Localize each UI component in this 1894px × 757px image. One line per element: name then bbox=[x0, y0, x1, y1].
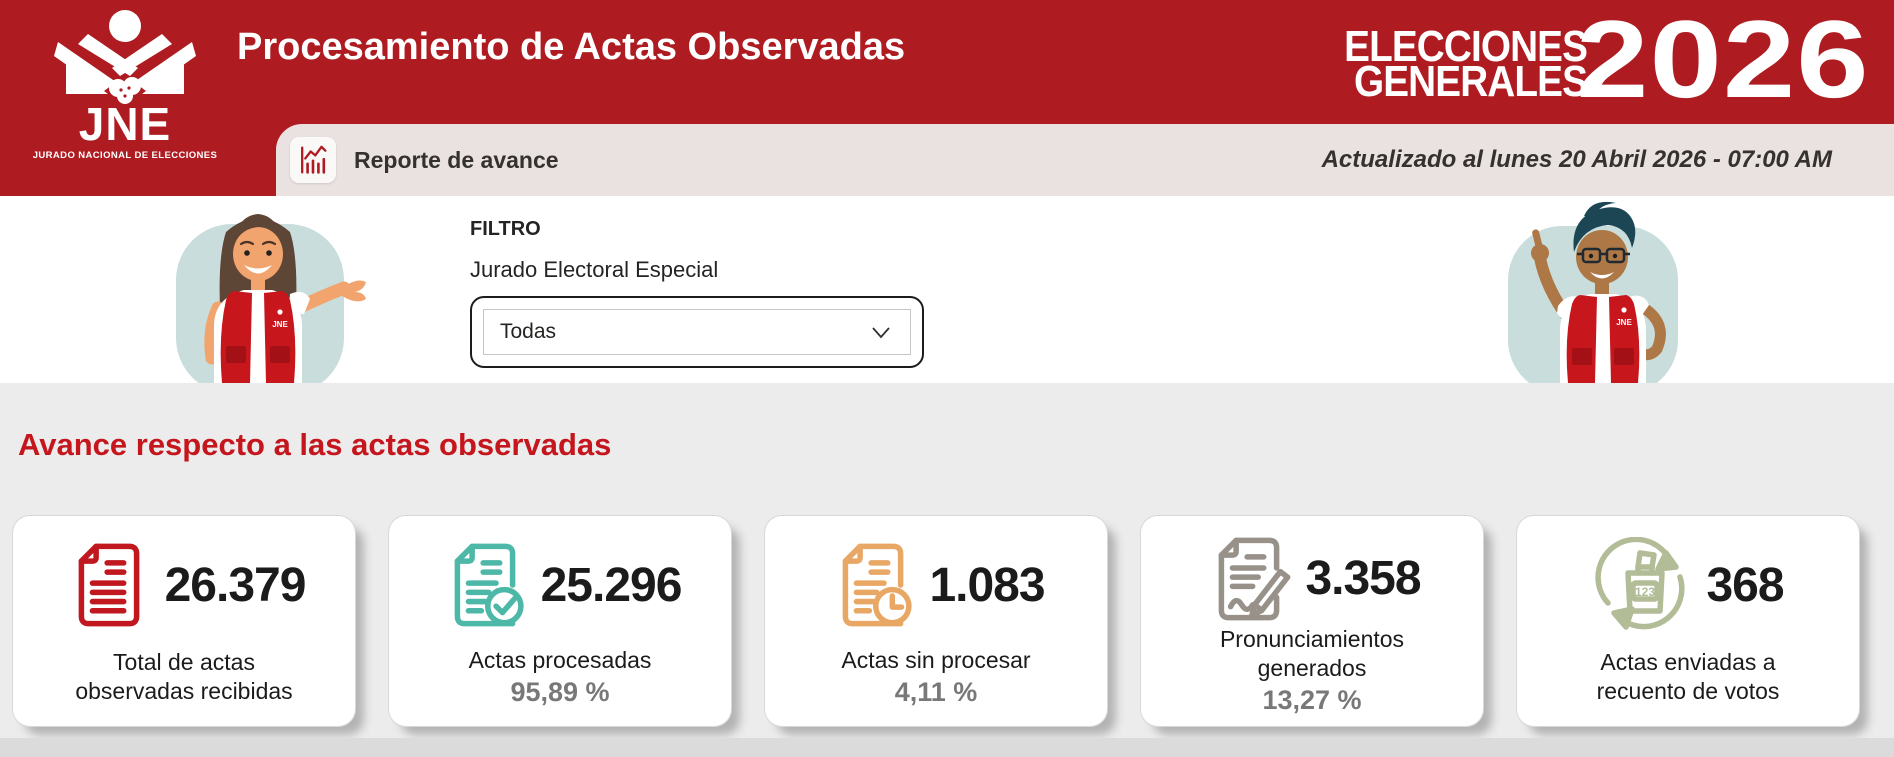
canvas-bottom-edge bbox=[0, 738, 1894, 757]
jne-logo: JNE JURADO NACIONAL DE ELECCIONES bbox=[0, 0, 250, 196]
kpi-percent: 4,11 % bbox=[894, 677, 978, 707]
event-line2: GENERALES bbox=[1354, 57, 1588, 106]
kpi-card-total-actas: 26.379 Total de actas observadas recibid… bbox=[12, 515, 356, 727]
chart-icon bbox=[290, 137, 336, 183]
male-staff-illustration: JNE bbox=[1508, 201, 1678, 383]
jne-emblem-icon bbox=[54, 10, 196, 104]
event-name: ELECCIONES GENERALES bbox=[1344, 22, 1588, 106]
event-line1: ELECCIONES bbox=[1344, 22, 1588, 71]
kpi-percent: 13,27 % bbox=[1262, 685, 1362, 715]
kpi-label: Total de actas observadas recibidas bbox=[75, 649, 293, 704]
kpi-card-actas-sin-procesar: 1.083 Actas sin procesar 4,11 % bbox=[764, 515, 1108, 727]
kpi-label: Actas enviadas a recuento de votos bbox=[1596, 649, 1780, 704]
kpi-value: 3.358 bbox=[1305, 552, 1421, 605]
kpi-value: 368 bbox=[1706, 558, 1784, 612]
document-clock-icon bbox=[827, 539, 919, 631]
document-pen-icon bbox=[1203, 533, 1295, 625]
jee-dropdown[interactable]: Todas bbox=[470, 296, 924, 368]
jne-full-name: JURADO NACIONAL DE ELECCIONES bbox=[32, 150, 218, 161]
jee-dropdown-field[interactable]: Todas bbox=[483, 309, 911, 355]
jne-acronym: JNE bbox=[78, 98, 172, 150]
svg-text:JNE: JNE bbox=[272, 320, 288, 329]
report-chip: Reporte de avance bbox=[290, 137, 559, 183]
jee-dropdown-value: Todas bbox=[500, 320, 557, 343]
kpi-label: Actas procesadas bbox=[468, 647, 652, 673]
event-year: 2026 bbox=[1576, 0, 1870, 121]
filter-panel: FILTRO Jurado Electoral Especial Todas bbox=[470, 218, 924, 368]
filter-title: FILTRO bbox=[470, 218, 541, 240]
kpi-card-pronunciamientos: 3.358 Pronunciamientos generados 13,27 % bbox=[1140, 515, 1484, 727]
filter-section: JNE FILTRO Jurado Electoral Especial Tod… bbox=[0, 196, 1894, 383]
ballot-refresh-icon: 123 bbox=[1592, 537, 1696, 633]
subheader-bar: Reporte de avance Actualizado al lunes 2… bbox=[276, 124, 1894, 196]
svg-text:JNE: JNE bbox=[1616, 318, 1632, 327]
kpi-value: 1.083 bbox=[929, 558, 1045, 612]
filter-field-label: Jurado Electoral Especial bbox=[470, 257, 719, 282]
chevron-down-icon[interactable] bbox=[868, 320, 894, 344]
header-bar: JNE JURADO NACIONAL DE ELECCIONES Proces… bbox=[0, 0, 1894, 196]
kpi-cards-row: 26.379 Total de actas observadas recibid… bbox=[12, 515, 1860, 727]
kpi-card-actas-procesadas: 25.296 Actas procesadas 95,89 % bbox=[388, 515, 732, 727]
document-check-icon bbox=[439, 539, 531, 631]
event-banner: ELECCIONES GENERALES 2026 bbox=[1311, 0, 1870, 121]
section-title: Avance respecto a las actas observadas bbox=[18, 427, 612, 462]
kpi-percent: 95,89 % bbox=[510, 677, 610, 707]
updated-timestamp: Actualizado al lunes 20 Abril 2026 - 07:… bbox=[1321, 146, 1832, 173]
page-title: Procesamiento de Actas Observadas bbox=[237, 26, 906, 68]
kpi-card-recuento-votos: 123 368 Actas enviadas a recuento de vot… bbox=[1516, 515, 1860, 727]
kpi-value: 26.379 bbox=[164, 558, 307, 612]
document-icon bbox=[63, 539, 155, 631]
report-label: Reporte de avance bbox=[354, 146, 559, 173]
kpi-label: Pronunciamientos generados bbox=[1219, 626, 1405, 681]
kpi-section: Avance respecto a las actas observadas 2… bbox=[0, 383, 1894, 757]
ballot-icon-text: 123 bbox=[1635, 585, 1655, 599]
female-staff-illustration: JNE bbox=[176, 214, 366, 383]
kpi-value: 25.296 bbox=[540, 558, 683, 612]
kpi-label: Actas sin procesar bbox=[841, 647, 1031, 673]
